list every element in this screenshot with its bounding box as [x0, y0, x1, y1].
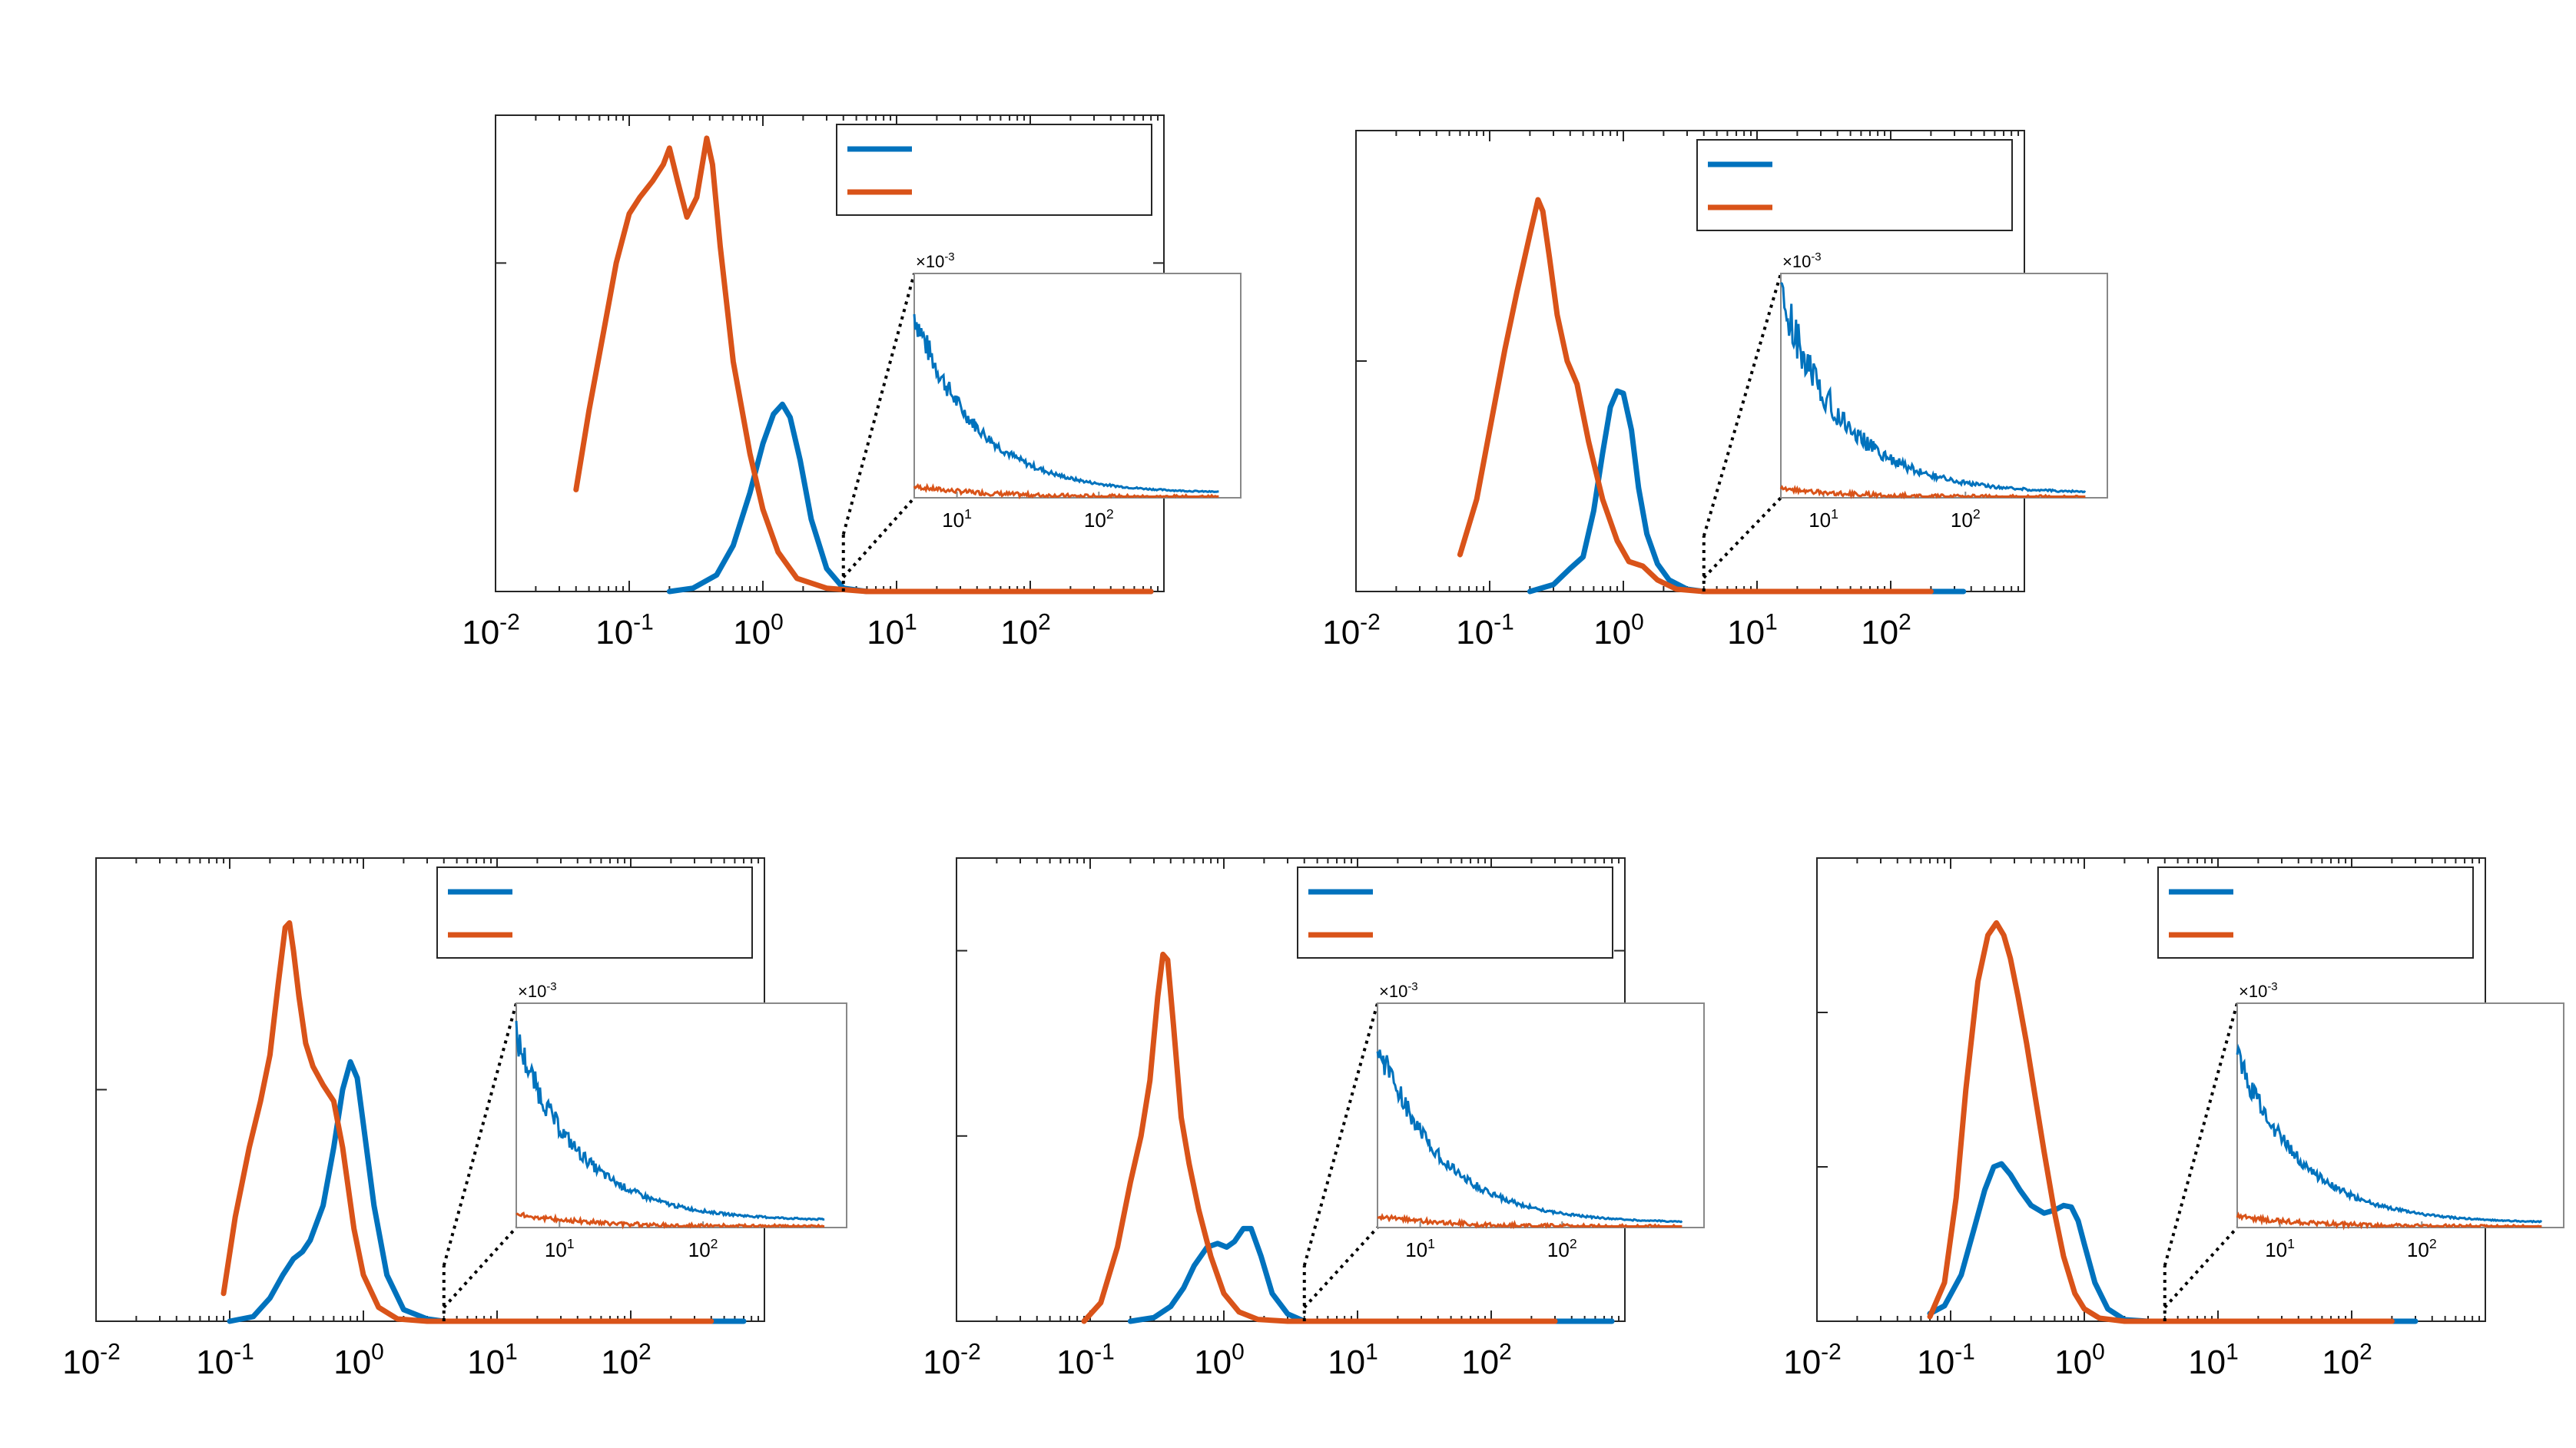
- inset-exponent-label: ×10-3: [518, 980, 557, 1001]
- x-tick-label: 10-2: [1322, 610, 1381, 651]
- inset-box: [1377, 1002, 1705, 1228]
- inset-series-did-not-enter: [2236, 1211, 2542, 1231]
- inset-series-entered-pvl: [1376, 1049, 1683, 1224]
- x-tick-label: 100: [733, 610, 784, 651]
- zoom-line: [2163, 1226, 2239, 1309]
- inset-box: [913, 273, 1242, 499]
- inset-x-tick-label: 101: [1809, 506, 1838, 532]
- x-tick-label: 102: [1000, 610, 1051, 651]
- inset-axes: 101 102 ×10-3: [913, 250, 1242, 532]
- inset-series-entered-pvl: [1780, 281, 2087, 494]
- series-did-not-enter: [1927, 919, 2395, 1324]
- x-tick-label: 102: [601, 1340, 651, 1381]
- panel-c: 10-2 10-1 100 101 102 101 102 ×10-3: [62, 857, 847, 1381]
- x-tick-label: 10-2: [1783, 1340, 1842, 1381]
- zoom-line: [842, 496, 916, 578]
- series-did-not-enter: [1457, 197, 1934, 595]
- inset-box: [2236, 1002, 2564, 1228]
- panel-d: 10-2 10-1 100 101 102 101 102 ×10-3: [923, 857, 1705, 1381]
- inset-x-tick-label: 102: [2407, 1236, 2437, 1261]
- inset-exponent-label: ×10-3: [916, 250, 955, 271]
- inset-box: [1780, 273, 2108, 499]
- x-tick-label: 10-2: [462, 610, 520, 651]
- inset-series-did-not-enter: [1779, 485, 2086, 500]
- series-did-not-enter: [220, 919, 714, 1324]
- inset-series-entered-pvl: [913, 313, 1219, 493]
- inset-x-tick-label: 102: [1547, 1236, 1577, 1261]
- panel-b: 10-2 10-1 100 101 102 101 102 ×10-3: [1322, 130, 2108, 651]
- x-tick-label: 100: [1593, 610, 1644, 651]
- zoom-line: [841, 273, 916, 535]
- x-tick-label: 101: [867, 610, 917, 651]
- inset-axes: 101 102 ×10-3: [1779, 250, 2108, 532]
- inset-series-did-not-enter: [1377, 1212, 1683, 1230]
- legend-box: [436, 866, 753, 959]
- legend-box: [1297, 866, 1613, 959]
- zoom-line: [442, 1002, 518, 1267]
- inset-series-did-not-enter: [516, 1211, 825, 1230]
- inset-x-tick-label: 102: [1951, 506, 1981, 532]
- inset-axes: 101 102 ×10-3: [515, 980, 847, 1261]
- inset-series-entered-pvl: [515, 1021, 825, 1221]
- x-tick-label: 10-1: [595, 610, 654, 651]
- legend-box: [2157, 866, 2474, 959]
- legend-box: [836, 124, 1152, 216]
- x-tick-label: 10-1: [196, 1340, 254, 1381]
- zoom-line: [1303, 1226, 1379, 1309]
- series-entered-pvl: [1127, 1225, 1615, 1324]
- inset-exponent-label: ×10-3: [1379, 980, 1418, 1001]
- zoom-line: [1702, 496, 1782, 579]
- inset-x-tick-label: 101: [942, 506, 972, 532]
- inset-x-tick-label: 102: [688, 1236, 718, 1261]
- x-tick-label: 100: [2054, 1340, 2105, 1381]
- inset-exponent-label: ×10-3: [2239, 980, 2278, 1001]
- x-tick-label: 10-1: [1456, 610, 1514, 651]
- series-did-not-enter: [573, 135, 1154, 595]
- inset-series-entered-pvl: [2236, 1043, 2543, 1224]
- x-tick-label: 101: [467, 1340, 518, 1381]
- x-tick-label: 101: [2188, 1340, 2239, 1381]
- inset-axes: 101 102 ×10-3: [2236, 980, 2564, 1261]
- zoom-line: [1302, 1002, 1379, 1267]
- series-did-not-enter: [1081, 951, 1558, 1324]
- panel-a: 10-2 10-1 100 101 102 101 102 ×10-3: [462, 114, 1242, 651]
- x-tick-label: 101: [1328, 1340, 1378, 1381]
- zoom-line: [443, 1226, 518, 1309]
- inset-x-tick-label: 101: [545, 1236, 575, 1261]
- x-tick-label: 10-2: [62, 1340, 121, 1381]
- inset-box: [516, 1002, 847, 1228]
- x-tick-label: 101: [1727, 610, 1778, 651]
- x-tick-label: 102: [1861, 610, 1911, 651]
- x-tick-label: 100: [1194, 1340, 1245, 1381]
- inset-series-did-not-enter: [913, 482, 1219, 500]
- x-tick-label: 10-1: [1917, 1340, 1975, 1381]
- inset-x-tick-label: 101: [1405, 1236, 1435, 1261]
- inset-exponent-label: ×10-3: [1782, 250, 1822, 271]
- x-tick-label: 100: [333, 1340, 384, 1381]
- inset-axes: 101 102 ×10-3: [1376, 980, 1705, 1261]
- panel-e: 10-2 10-1 100 101 102 101 102 ×10-3: [1783, 857, 2564, 1381]
- zoom-line: [1702, 273, 1782, 537]
- inset-x-tick-label: 101: [2265, 1236, 2295, 1261]
- x-tick-label: 102: [2322, 1340, 2372, 1381]
- legend-box: [1696, 139, 2013, 231]
- x-tick-label: 10-2: [923, 1340, 981, 1381]
- x-tick-label: 102: [1461, 1340, 1512, 1381]
- zoom-line: [2163, 1002, 2239, 1267]
- inset-x-tick-label: 102: [1084, 506, 1114, 532]
- x-tick-label: 10-1: [1056, 1340, 1115, 1381]
